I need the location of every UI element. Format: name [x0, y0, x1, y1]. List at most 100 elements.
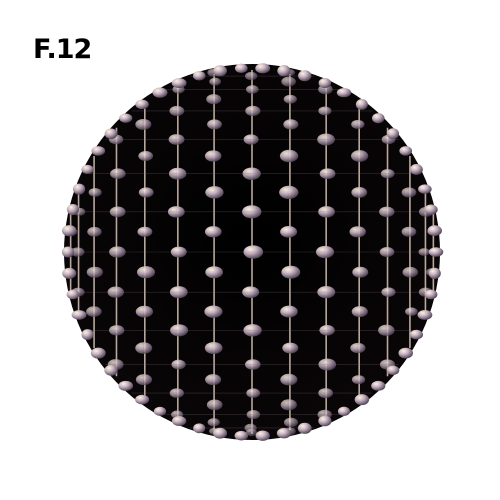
rim-node [319, 78, 332, 88]
lattice-node [137, 266, 155, 278]
rim-node [62, 225, 77, 236]
rim-node [387, 366, 400, 375]
rim-node [277, 65, 290, 76]
rim-node [135, 395, 149, 405]
rim-node [154, 407, 166, 416]
lattice-node [87, 227, 101, 237]
rim-node [62, 268, 76, 279]
lattice-node [206, 94, 221, 104]
rim-node [235, 64, 248, 73]
lattice-node [209, 78, 221, 86]
rim-node [213, 65, 227, 76]
rim-node [193, 71, 205, 80]
rim-node [410, 330, 423, 340]
lattice-node [208, 418, 220, 426]
rim-node [91, 348, 106, 359]
rim-node [81, 329, 93, 340]
rim-node [135, 100, 148, 109]
lattice-node [350, 343, 365, 353]
rim-node [72, 310, 87, 320]
rim-node [398, 348, 412, 359]
lattice-node [284, 95, 297, 104]
lattice-node [204, 305, 222, 317]
lattice-node [207, 399, 223, 410]
rim-node [193, 423, 205, 433]
rim-node [337, 88, 351, 97]
rim-node [119, 114, 132, 123]
lattice-node [284, 418, 298, 428]
lattice-node [280, 374, 297, 386]
rim-node [213, 428, 227, 439]
lattice-node [351, 187, 367, 198]
rim-node [356, 99, 368, 110]
lattice-node [352, 375, 365, 384]
lattice-node [205, 226, 222, 237]
lattice-node [351, 120, 364, 129]
lattice-node [280, 306, 297, 318]
lattice-node [283, 119, 298, 129]
lattice-node [139, 187, 154, 197]
lattice-node [205, 186, 223, 198]
rim-node [318, 416, 331, 427]
lattice-node [205, 150, 222, 161]
rim-node [153, 88, 168, 98]
rim-node [172, 78, 187, 88]
rim-node [387, 128, 399, 139]
rim-node [255, 63, 270, 73]
lattice-node [89, 188, 102, 197]
lattice-node [205, 342, 223, 354]
lattice-node [402, 187, 417, 197]
rim-node [429, 268, 441, 279]
lattice-node [405, 307, 418, 316]
lattice-node [137, 227, 152, 237]
rim-node [105, 128, 118, 138]
rim-node [399, 146, 412, 155]
rim-node [372, 113, 385, 123]
rim-node [62, 247, 74, 258]
rim-node [67, 290, 80, 300]
lattice-node [205, 266, 223, 278]
rim-node [104, 365, 117, 376]
rim-node [410, 164, 423, 175]
lattice-node [87, 267, 103, 278]
lattice-node [207, 119, 222, 129]
rim-node [91, 146, 105, 155]
lattice-node [351, 150, 368, 162]
lattice-node [279, 186, 298, 199]
lattice-node [86, 306, 102, 317]
rim-node [428, 225, 442, 236]
lattice-node [403, 267, 419, 278]
rim-node [418, 184, 432, 193]
rim-node [298, 423, 312, 434]
rim-node [355, 394, 369, 405]
rim-node [338, 407, 350, 416]
lattice-node [352, 267, 368, 278]
rim-node [67, 204, 79, 215]
rim-node [424, 204, 437, 214]
rim-node [81, 165, 93, 174]
lattice-node [281, 266, 300, 279]
lattice-node [136, 374, 152, 385]
rim-node [277, 428, 291, 438]
rim-node [256, 430, 270, 440]
lattice-node [136, 306, 153, 318]
lattice-node [280, 226, 297, 238]
lattice-node [135, 119, 151, 130]
rim-node [118, 381, 133, 391]
lattice-node [138, 151, 153, 161]
lattice-node [402, 227, 417, 237]
rim-node [429, 247, 444, 257]
rim-node [298, 70, 311, 81]
lattice-node [135, 342, 152, 354]
lattice-node [205, 374, 221, 385]
rim-node [371, 381, 385, 391]
rim-node [172, 416, 186, 426]
lattice-node [281, 77, 296, 87]
lattice-node [282, 343, 298, 354]
lattice-node [281, 399, 297, 410]
rim-node [417, 310, 432, 320]
lattice-node [352, 306, 368, 317]
lattice-node [350, 226, 366, 237]
